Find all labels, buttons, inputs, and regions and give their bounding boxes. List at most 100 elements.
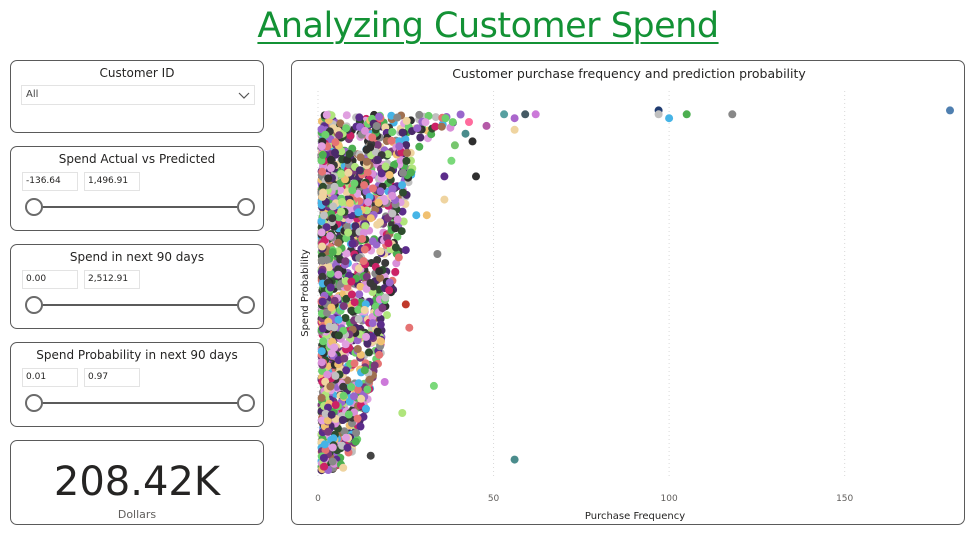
scatter-point[interactable] — [421, 118, 430, 127]
scatter-point[interactable] — [341, 340, 350, 349]
scatter-point[interactable] — [433, 250, 442, 258]
scatter-point[interactable] — [326, 269, 335, 278]
scatter-point[interactable] — [350, 179, 359, 188]
scatter-point[interactable] — [324, 403, 332, 412]
scatter-point[interactable] — [398, 168, 407, 177]
scatter-point[interactable] — [328, 457, 337, 466]
scatter-point[interactable] — [413, 124, 422, 133]
scatter-point[interactable] — [376, 187, 385, 196]
scatter-point[interactable] — [351, 437, 360, 446]
scatter-point[interactable] — [318, 416, 326, 425]
scatter-point[interactable] — [318, 150, 327, 159]
scatter-point[interactable] — [355, 166, 364, 175]
scatter-point[interactable] — [339, 382, 348, 391]
scatter-point[interactable] — [318, 324, 327, 333]
scatter-point[interactable] — [383, 311, 391, 320]
scatter-point[interactable] — [353, 345, 362, 353]
scatter-point[interactable] — [465, 118, 473, 126]
scatter-point[interactable] — [350, 392, 358, 401]
scatter-point[interactable] — [472, 172, 480, 181]
scatter-point[interactable] — [331, 148, 339, 157]
scatter-point[interactable] — [327, 410, 336, 419]
range-min-input[interactable]: -136.64 — [22, 172, 78, 191]
scatter-chart[interactable]: Customer purchase frequency and predicti… — [292, 61, 964, 524]
scatter-point[interactable] — [334, 315, 343, 324]
scatter-point[interactable] — [330, 296, 339, 305]
scatter-point[interactable] — [388, 128, 397, 136]
scatter-point[interactable] — [362, 332, 370, 341]
scatter-point[interactable] — [377, 337, 385, 346]
scatter-point[interactable] — [370, 361, 379, 370]
scatter-point[interactable] — [376, 247, 385, 256]
scatter-point[interactable] — [342, 294, 351, 303]
slider-max-handle[interactable] — [237, 296, 255, 314]
scatter-point[interactable] — [398, 409, 407, 417]
scatter-point[interactable] — [342, 111, 351, 120]
scatter-point[interactable] — [334, 331, 343, 340]
scatter-point[interactable] — [390, 160, 399, 169]
scatter-point[interactable] — [391, 243, 400, 252]
scatter-point[interactable] — [327, 303, 336, 312]
scatter-point[interactable] — [318, 182, 327, 191]
scatter-point[interactable] — [327, 155, 335, 164]
scatter-point[interactable] — [342, 249, 351, 258]
scatter-point[interactable] — [324, 427, 333, 436]
scatter-point[interactable] — [387, 136, 396, 145]
scatter-point[interactable] — [440, 172, 449, 181]
scatter-point[interactable] — [378, 304, 387, 312]
scatter-point[interactable] — [352, 428, 361, 437]
scatter-point[interactable] — [345, 149, 354, 158]
scatter-point[interactable] — [728, 110, 737, 119]
scatter-point[interactable] — [343, 155, 352, 164]
scatter-point[interactable] — [340, 427, 349, 436]
scatter-point[interactable] — [322, 255, 331, 264]
scatter-point[interactable] — [366, 279, 375, 287]
scatter-point[interactable] — [393, 113, 402, 122]
slider-max-handle[interactable] — [237, 394, 255, 412]
scatter-point[interactable] — [405, 323, 414, 332]
scatter-point[interactable] — [363, 385, 372, 394]
scatter-point[interactable] — [330, 343, 339, 352]
scatter-point[interactable] — [328, 214, 337, 223]
scatter-point[interactable] — [358, 234, 367, 243]
scatter-point[interactable] — [366, 214, 375, 223]
scatter-point[interactable] — [361, 126, 369, 135]
scatter-point[interactable] — [341, 257, 350, 266]
scatter-point[interactable] — [373, 220, 382, 229]
scatter-point[interactable] — [328, 443, 337, 452]
scatter-point[interactable] — [510, 455, 519, 464]
scatter-point[interactable] — [320, 462, 329, 471]
scatter-point[interactable] — [393, 232, 402, 241]
scatter-point[interactable] — [424, 111, 433, 120]
scatter-point[interactable] — [318, 242, 327, 251]
scatter-point[interactable] — [403, 149, 412, 157]
scatter-point[interactable] — [331, 401, 340, 409]
scatter-point[interactable] — [351, 222, 360, 231]
scatter-point[interactable] — [337, 170, 346, 178]
scatter-point[interactable] — [321, 409, 330, 418]
scatter-point[interactable] — [440, 195, 449, 204]
scatter-point[interactable] — [321, 130, 330, 139]
scatter-point[interactable] — [437, 122, 446, 131]
scatter-point[interactable] — [385, 171, 394, 179]
scatter-point[interactable] — [320, 440, 329, 449]
scatter-point[interactable] — [373, 156, 382, 164]
scatter-point[interactable] — [373, 141, 382, 149]
scatter-point[interactable] — [398, 181, 407, 190]
scatter-point[interactable] — [341, 314, 350, 322]
scatter-point[interactable] — [384, 239, 393, 248]
scatter-point[interactable] — [415, 110, 424, 119]
scatter-point[interactable] — [339, 391, 348, 400]
scatter-point[interactable] — [388, 185, 397, 193]
scatter-point[interactable] — [365, 348, 373, 357]
scatter-point[interactable] — [368, 133, 377, 142]
scatter-point[interactable] — [348, 186, 357, 195]
scatter-point[interactable] — [361, 222, 370, 231]
slider-max-handle[interactable] — [237, 198, 255, 216]
scatter-point[interactable] — [373, 327, 382, 336]
scatter-point[interactable] — [401, 135, 410, 144]
scatter-point[interactable] — [347, 306, 356, 315]
scatter-point[interactable] — [342, 366, 351, 375]
scatter-point[interactable] — [362, 272, 371, 281]
scatter-point[interactable] — [317, 393, 326, 402]
